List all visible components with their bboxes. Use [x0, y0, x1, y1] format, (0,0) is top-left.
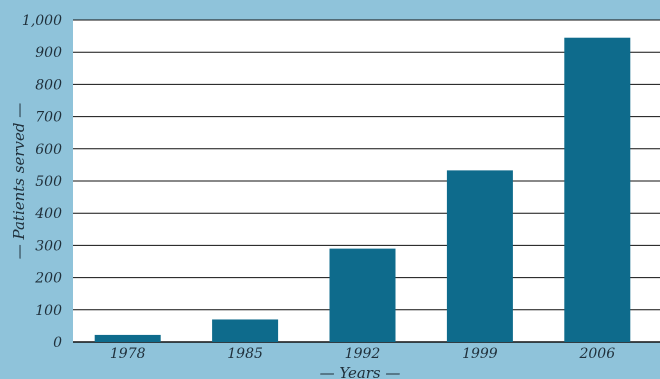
- y-axis-title: — Patients served —: [10, 103, 28, 259]
- bar-1978: [94, 334, 161, 342]
- y-tick-label: 400: [34, 206, 62, 222]
- bars: [94, 37, 631, 343]
- y-tick-label: 900: [35, 45, 62, 61]
- bar-1999: [446, 170, 513, 342]
- x-axis-title: — Years —: [320, 364, 401, 379]
- x-tick-label: 2006: [578, 346, 615, 362]
- bar-1985: [212, 319, 279, 342]
- y-tick-labels: 0 100 200 300 400 500 600 700 800 900 1,000: [22, 13, 62, 351]
- y-tick-label: 700: [35, 110, 62, 126]
- x-tick-labels: 1978 1985 1992 1999 2006: [110, 346, 615, 362]
- x-tick-label: 1985: [227, 346, 263, 362]
- y-tick-label: 200: [34, 271, 62, 287]
- x-tick-label: 1978: [110, 346, 146, 362]
- y-tick-label: 300: [35, 238, 62, 254]
- y-tick-label: 600: [35, 142, 62, 158]
- y-tick-label: 800: [35, 77, 62, 93]
- bar-2006: [564, 37, 631, 343]
- y-tick-label: 100: [35, 303, 62, 319]
- y-tick-label: 500: [35, 174, 62, 190]
- y-tick-label: 0: [53, 335, 62, 351]
- x-tick-label: 1999: [462, 346, 498, 362]
- x-tick-label: 1992: [345, 346, 381, 362]
- y-tick-label: 1,000: [22, 13, 62, 29]
- bar-1992: [329, 248, 396, 342]
